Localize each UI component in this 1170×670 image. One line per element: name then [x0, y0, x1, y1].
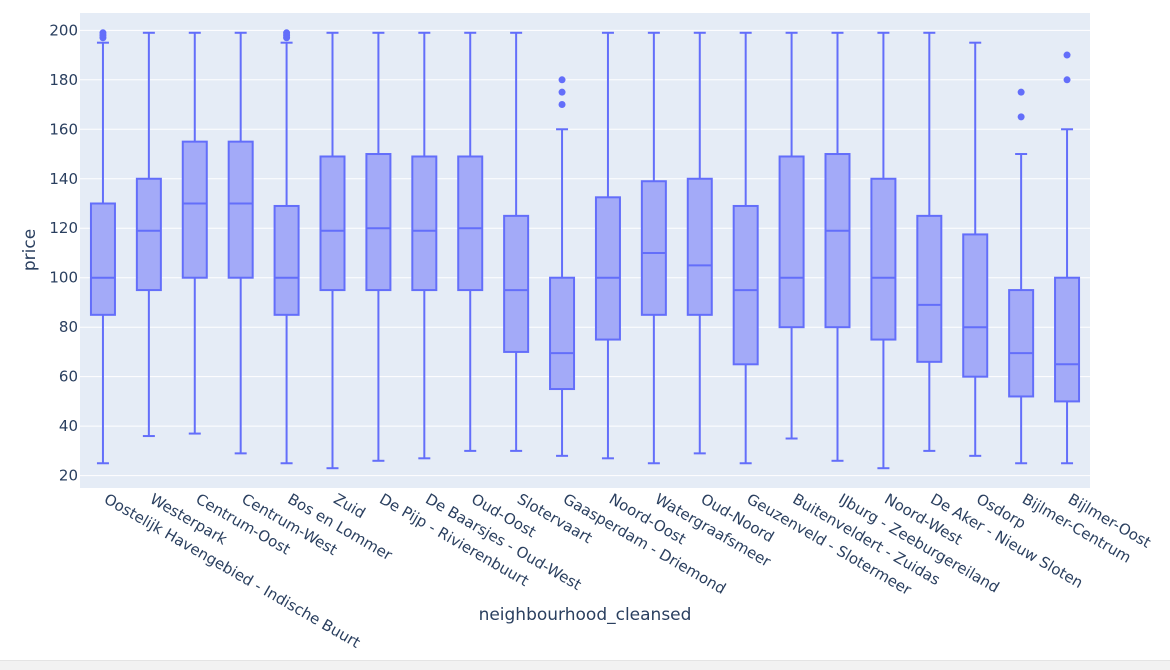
box-22	[1054, 51, 1081, 465]
outlier-point	[99, 29, 107, 37]
box-20	[962, 41, 989, 457]
boxes	[89, 29, 1081, 470]
y-tick-label: 60	[59, 368, 78, 386]
outlier-point	[283, 29, 291, 37]
iqr-box	[778, 155, 805, 329]
y-tick-label: 200	[49, 21, 78, 39]
outlier-point	[1017, 88, 1025, 96]
iqr-box	[89, 202, 116, 316]
box-6	[319, 31, 346, 470]
box-3	[181, 31, 208, 435]
outlier-point	[1063, 76, 1071, 84]
box-11	[549, 76, 576, 457]
box-18	[870, 31, 897, 470]
box-17	[824, 31, 851, 462]
iqr-box	[457, 155, 484, 292]
iqr-box	[732, 204, 759, 366]
x-axis-title: neighbourhood_cleansed	[479, 605, 692, 625]
iqr-box	[640, 180, 667, 316]
box-10	[503, 31, 530, 452]
iqr-box	[273, 204, 300, 316]
y-axis-title: price	[20, 229, 40, 271]
iqr-box	[1054, 276, 1081, 403]
y-tick-label: 20	[59, 467, 78, 485]
iqr-box	[916, 214, 943, 363]
box-21	[1008, 88, 1035, 465]
outlier-point	[558, 88, 566, 96]
y-tick-label: 120	[49, 219, 78, 237]
window-bottom-edge	[0, 660, 1170, 670]
box-2	[135, 31, 162, 438]
box-5	[273, 29, 300, 465]
outlier-point	[558, 76, 566, 84]
box-15	[732, 31, 759, 465]
outlier-point	[558, 101, 566, 109]
y-tick-label: 140	[49, 170, 78, 188]
box-1	[89, 29, 116, 465]
y-gridlines	[80, 29, 1090, 477]
iqr-box	[824, 153, 851, 329]
box-13	[640, 31, 667, 465]
box-4	[227, 31, 254, 455]
box-12	[594, 31, 621, 460]
iqr-box	[503, 214, 530, 353]
iqr-box	[411, 155, 438, 292]
iqr-box	[962, 233, 989, 378]
iqr-box	[870, 177, 897, 341]
y-tick-label: 100	[49, 269, 78, 287]
box-19	[916, 31, 943, 452]
iqr-box	[1008, 289, 1035, 398]
box-7	[365, 31, 392, 462]
y-tick-label: 180	[49, 71, 78, 89]
box-14	[686, 31, 713, 455]
box-9	[457, 31, 484, 452]
x-tick-labels: Oostelijk Havengebied - Indische BuurtWe…	[101, 490, 1154, 652]
iqr-box	[135, 177, 162, 292]
iqr-box	[594, 196, 621, 341]
iqr-box	[686, 177, 713, 316]
box-8	[411, 31, 438, 460]
y-tick-labels: 20 40 60 80 100 120 140 160 180 200	[49, 21, 78, 484]
iqr-box	[227, 140, 254, 279]
y-tick-label: 160	[49, 120, 78, 138]
y-tick-label: 40	[59, 417, 78, 435]
y-tick-label: 80	[59, 318, 78, 336]
box-16	[778, 31, 805, 440]
iqr-box	[181, 140, 208, 279]
iqr-box	[319, 155, 346, 292]
outlier-point	[1017, 113, 1025, 121]
iqr-box	[365, 153, 392, 292]
iqr-box	[549, 276, 576, 391]
outlier-point	[1063, 51, 1071, 59]
